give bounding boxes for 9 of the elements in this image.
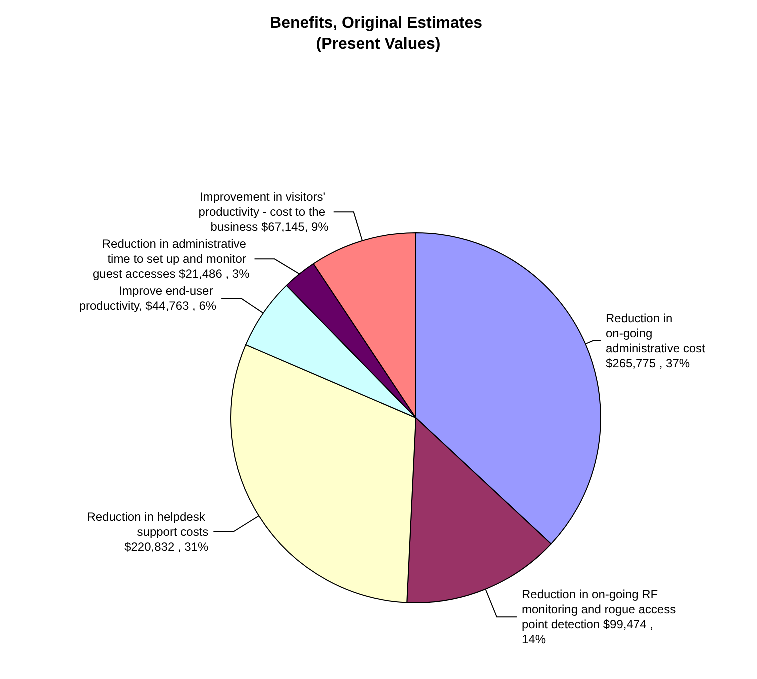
slice-label: Reduction in administrative time to set up and monitor guest accesses $21,486 , 3%	[92, 237, 250, 282]
slice-label: Reduction in on-going RF monitoring and rogue access point detection $99,474 , 14%	[522, 588, 680, 647]
data-label: $265,775 , 37%	[606, 356, 690, 371]
slice-label: Reduction in on-going administrative cost	[606, 312, 706, 356]
chart-title: Benefits, Original Estimates (Present Values)	[270, 15, 487, 53]
slice-label: Improvement in visitors' productivity - cost to the business $67,145, 9%	[198, 190, 330, 234]
slice-label: Reduction in helpdesk support costs	[87, 510, 209, 539]
slice-label: Improve end-user productivity, $44,763 , 6%	[79, 284, 217, 314]
data-label: $220,832 , 31%	[124, 540, 209, 554]
